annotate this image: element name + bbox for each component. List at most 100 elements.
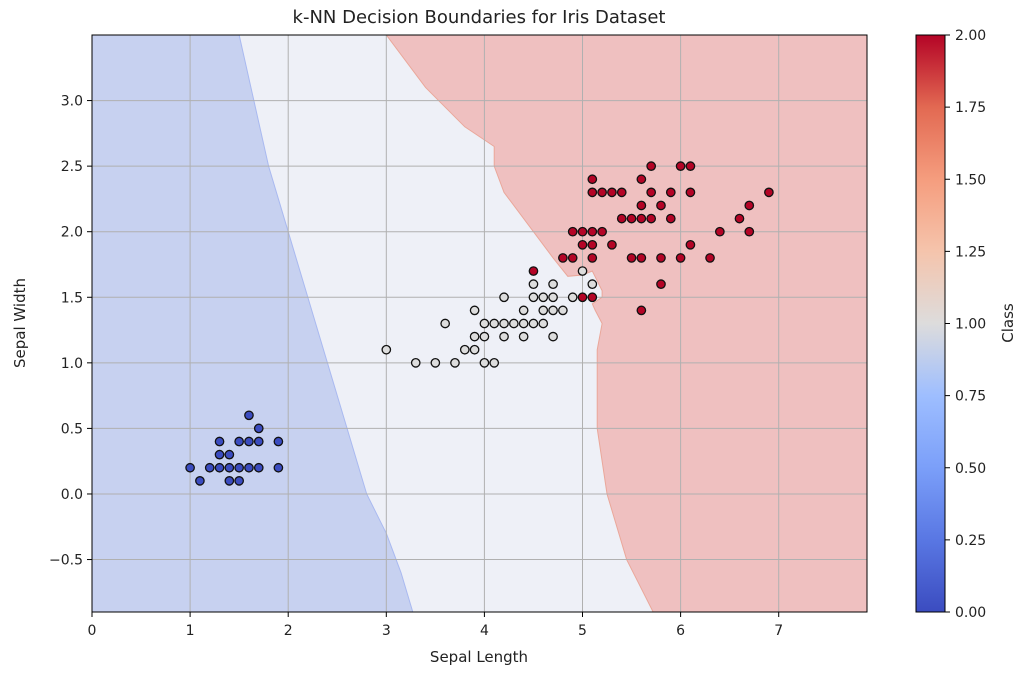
colorbar	[915, 34, 946, 613]
data-point-class-2	[744, 200, 755, 211]
y-axis-label: Sepal Width	[11, 278, 29, 368]
decision-regions	[92, 35, 867, 612]
region-class-0	[92, 35, 413, 612]
data-point-class-1	[538, 292, 549, 303]
data-point-class-0	[273, 462, 284, 473]
data-point-class-1	[469, 344, 480, 355]
colorbar-tick-label: 2.00	[955, 28, 986, 44]
y-tick-label: 2.5	[61, 159, 83, 175]
x-axis-ticks: 0 1 2 3 4 5 6 7	[88, 612, 783, 639]
data-point-class-2	[577, 239, 588, 250]
data-point-class-2	[734, 213, 745, 224]
data-point-class-0	[214, 449, 225, 460]
data-point-class-2	[567, 226, 578, 237]
colorbar-tick-label: 1.50	[955, 172, 986, 188]
data-point-class-2	[665, 187, 676, 198]
x-tick-label: 5	[578, 623, 587, 639]
data-point-class-2	[656, 253, 666, 263]
data-point-class-1	[548, 331, 558, 342]
data-point-class-2	[636, 200, 647, 211]
y-tick-label: −0.5	[49, 553, 83, 569]
y-tick-label: 3.0	[61, 94, 83, 110]
colorbar-tick-label: 1.25	[955, 244, 986, 260]
data-point-class-1	[567, 292, 578, 303]
data-point-class-2	[656, 279, 666, 290]
colorbar-tick-label: 0.50	[955, 461, 986, 477]
colorbar-tick-label: 0.25	[955, 533, 986, 549]
data-point-class-2	[744, 226, 755, 237]
data-point-class-1	[577, 266, 588, 276]
data-point-class-1	[499, 318, 509, 329]
data-point-class-2	[587, 239, 598, 250]
data-point-class-1	[381, 344, 392, 355]
data-point-class-1	[489, 318, 500, 329]
colorbar-tick-label: 1.75	[955, 100, 986, 116]
y-tick-label: 0.5	[61, 421, 83, 437]
data-point-class-2	[607, 239, 617, 250]
data-point-class-1	[558, 305, 568, 316]
data-point-class-2	[636, 253, 647, 263]
data-point-class-0	[253, 436, 264, 447]
x-axis-label: Sepal Length	[430, 648, 528, 666]
data-point-class-2	[675, 161, 686, 171]
data-point-class-2	[685, 239, 696, 250]
y-tick-label: 1.0	[61, 356, 83, 372]
x-tick-label: 4	[480, 623, 489, 639]
data-point-class-1	[459, 344, 470, 355]
data-point-class-2	[685, 187, 696, 198]
data-point-class-1	[479, 357, 490, 368]
data-point-class-1	[469, 305, 480, 316]
data-points	[185, 161, 774, 486]
data-point-class-2	[607, 187, 617, 198]
data-point-class-2	[616, 213, 627, 224]
data-point-class-2	[597, 187, 607, 198]
data-point-class-2	[577, 292, 588, 303]
x-tick-label: 1	[186, 623, 195, 639]
data-point-class-2	[587, 174, 598, 185]
data-point-class-1	[538, 305, 549, 316]
data-point-class-0	[195, 476, 205, 486]
colorbar-tick-label: 0.75	[955, 389, 986, 405]
data-point-class-1	[499, 292, 509, 303]
data-point-class-1	[518, 318, 529, 329]
data-point-class-1	[508, 318, 519, 329]
data-point-class-1	[518, 305, 529, 316]
data-point-class-0	[244, 410, 254, 421]
data-point-class-2	[626, 213, 637, 224]
data-point-class-2	[636, 174, 647, 185]
data-point-class-2	[558, 253, 568, 263]
data-point-class-1	[587, 279, 598, 290]
data-point-class-1	[479, 331, 490, 342]
data-point-class-2	[587, 226, 598, 237]
data-point-class-0	[224, 462, 235, 473]
data-point-class-1	[548, 279, 558, 290]
data-point-class-1	[499, 331, 509, 342]
colorbar-label: Class	[999, 303, 1017, 343]
data-point-class-1	[410, 357, 421, 368]
data-point-class-2	[577, 226, 588, 237]
data-point-class-0	[244, 462, 254, 473]
data-point-class-2	[528, 266, 539, 276]
data-point-class-1	[479, 318, 490, 329]
data-point-class-1	[538, 318, 549, 329]
x-tick-label: 7	[774, 623, 783, 639]
data-point-class-0	[244, 436, 254, 447]
data-point-class-2	[597, 226, 607, 237]
data-point-class-0	[234, 476, 245, 486]
data-point-class-2	[675, 253, 686, 263]
data-point-class-2	[685, 161, 696, 171]
data-point-class-0	[214, 436, 225, 447]
y-tick-label: 0.0	[61, 487, 83, 503]
y-axis-ticks: −0.5 0.0 0.5 1.0 1.5 2.0 2.5 3.0	[49, 94, 92, 569]
data-point-class-0	[214, 462, 225, 473]
x-tick-label: 6	[676, 623, 685, 639]
colorbar-tick-label: 1.00	[955, 317, 986, 333]
data-point-class-2	[567, 253, 578, 263]
data-point-class-1	[528, 279, 539, 290]
data-point-class-2	[705, 253, 715, 263]
x-tick-label: 3	[382, 623, 391, 639]
data-point-class-0	[234, 462, 245, 473]
data-point-class-2	[616, 187, 627, 198]
data-point-class-1	[469, 331, 480, 342]
data-point-class-0	[273, 436, 284, 447]
